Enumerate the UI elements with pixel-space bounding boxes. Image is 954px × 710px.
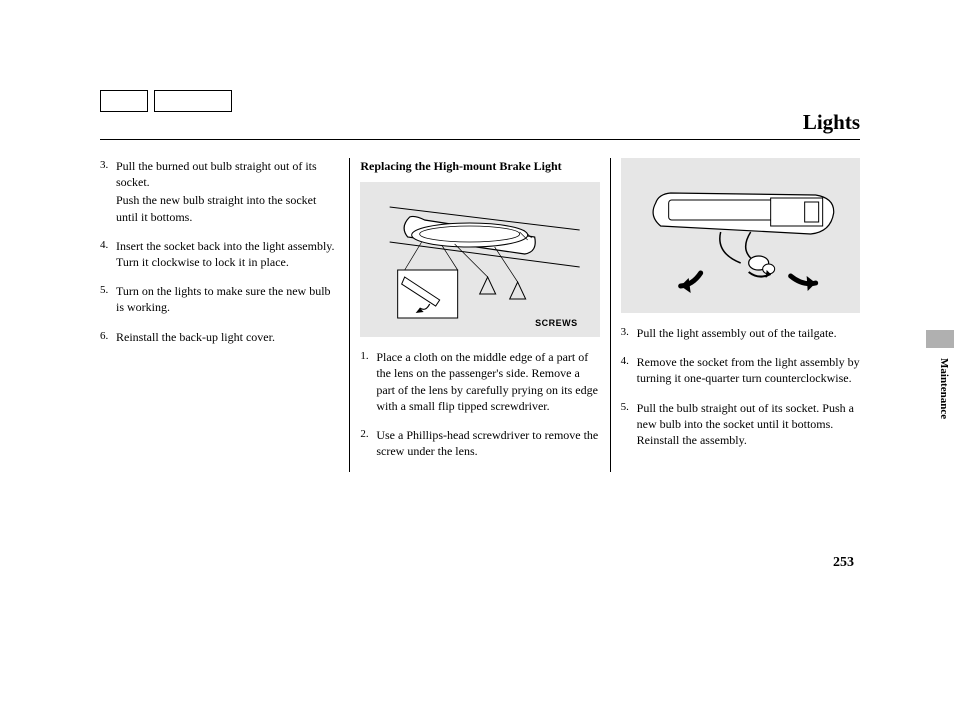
screws-label: SCREWS xyxy=(535,317,578,329)
page-number: 253 xyxy=(833,555,854,571)
nav-box-contents[interactable] xyxy=(154,90,232,112)
step-number: 6. xyxy=(100,329,116,345)
section-tab xyxy=(926,330,954,348)
step-text: Use a Phillips-head screwdriver to remov… xyxy=(376,427,599,459)
step-text: Pull the light assembly out of the tailg… xyxy=(637,325,860,341)
step-text: Insert the socket back into the light as… xyxy=(116,238,339,270)
step-text: Pull the bulb straight out of its socket… xyxy=(637,400,860,449)
step-text: Remove the socket from the light assembl… xyxy=(637,354,860,386)
step-text: Turn on the lights to make sure the new … xyxy=(116,283,339,315)
screws-diagram xyxy=(360,182,599,337)
section-label: Maintenance xyxy=(938,358,950,419)
col1-list: 3. Pull the burned out bulb straight out… xyxy=(100,158,339,345)
assembly-diagram xyxy=(621,158,860,313)
step-text: Place a cloth on the middle edge of a pa… xyxy=(376,349,599,414)
step-number: 4. xyxy=(621,354,637,386)
step-number: 3. xyxy=(100,158,116,225)
list-item: 1. Place a cloth on the middle edge of a… xyxy=(360,349,599,414)
step-number: 5. xyxy=(100,283,116,315)
col2-list: 1. Place a cloth on the middle edge of a… xyxy=(360,349,599,459)
step-number: 4. xyxy=(100,238,116,270)
list-item: 4. Remove the socket from the light asse… xyxy=(621,354,860,386)
column-1: 3. Pull the burned out bulb straight out… xyxy=(100,158,349,472)
step-text: Reinstall the back-up light cover. xyxy=(116,329,339,345)
step-number: 2. xyxy=(360,427,376,459)
nav-box-prev[interactable] xyxy=(100,90,148,112)
list-item: 6. Reinstall the back-up light cover. xyxy=(100,329,339,345)
column-2: Replacing the High-mount Brake Light xyxy=(349,158,610,472)
column-3: 3. Pull the light assembly out of the ta… xyxy=(611,158,860,472)
figure-screws: SCREWS xyxy=(360,182,599,337)
step-text: Pull the burned out bulb straight out of… xyxy=(116,158,339,225)
list-item: 5. Turn on the lights to make sure the n… xyxy=(100,283,339,315)
list-item: 5. Pull the bulb straight out of its soc… xyxy=(621,400,860,449)
list-item: 2. Use a Phillips-head screwdriver to re… xyxy=(360,427,599,459)
step-number: 1. xyxy=(360,349,376,414)
list-item: 3. Pull the burned out bulb straight out… xyxy=(100,158,339,225)
step-number: 3. xyxy=(621,325,637,341)
figure-assembly xyxy=(621,158,860,313)
nav-boxes xyxy=(100,90,232,112)
list-item: 3. Pull the light assembly out of the ta… xyxy=(621,325,860,341)
step-number: 5. xyxy=(621,400,637,449)
col3-list: 3. Pull the light assembly out of the ta… xyxy=(621,325,860,448)
content-columns: 3. Pull the burned out bulb straight out… xyxy=(100,158,860,472)
page-title: Lights xyxy=(100,110,860,140)
list-item: 4. Insert the socket back into the light… xyxy=(100,238,339,270)
section-heading: Replacing the High-mount Brake Light xyxy=(360,158,599,174)
